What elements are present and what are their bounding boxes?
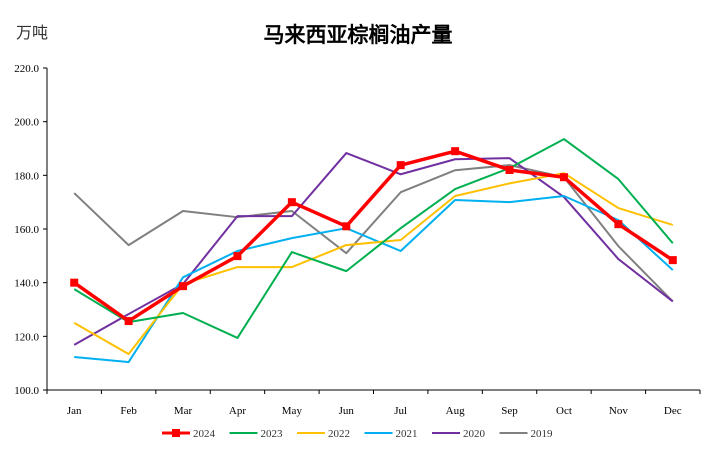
data-point-2024-Sep (505, 165, 514, 174)
data-point-2024-Dec (668, 256, 677, 265)
x-tick-label: Oct (556, 405, 572, 417)
series-line-2019 (73, 164, 674, 303)
x-tick-label: Nov (609, 405, 628, 417)
series-2024 (70, 147, 677, 326)
series-2020 (73, 152, 674, 346)
legend-label: 2021 (396, 428, 418, 440)
legend-label: 2019 (531, 428, 554, 440)
legend: 2024 2023 2022 2021 2020 2019 (162, 428, 553, 440)
data-point-2024-Jul (396, 161, 405, 170)
series-line-2020 (73, 152, 674, 346)
data-point-2024-Aug (451, 147, 460, 156)
legend-item-2022: 2022 (297, 428, 350, 440)
x-tick-label: Apr (229, 405, 246, 417)
x-tick-label: May (282, 405, 303, 417)
legend-item-2021: 2021 (364, 428, 418, 440)
legend-label: 2024 (193, 428, 216, 440)
legend-label: 2020 (463, 428, 486, 440)
x-tick-label: Mar (174, 405, 193, 417)
y-tick-label: 220.0 (14, 63, 39, 75)
series-line-2022 (73, 172, 674, 356)
legend-item-2020: 2020 (432, 428, 486, 440)
series-2023 (73, 138, 674, 339)
data-point-2024-Apr (233, 252, 242, 261)
y-tick-label: 160.0 (14, 224, 39, 236)
data-point-2024-Oct (559, 173, 568, 182)
series-group (70, 138, 677, 364)
data-point-2024-Nov (614, 220, 623, 229)
chart-title: 马来西亚棕榈油产量 (264, 22, 453, 47)
y-tick-label: 100.0 (14, 385, 39, 397)
y-axis-unit: 万吨 (16, 23, 48, 42)
legend-item-2019: 2019 (499, 428, 554, 440)
y-tick-label: 180.0 (14, 170, 39, 182)
series-line-2021 (74, 194, 674, 364)
series-2021 (74, 194, 674, 364)
y-tick-label: 120.0 (14, 331, 39, 343)
x-tick-label: Jun (339, 405, 355, 417)
legend-label: 2022 (328, 428, 350, 440)
data-point-2024-Feb (124, 317, 133, 326)
legend-item-2023: 2023 (229, 428, 284, 440)
y-tick-label: 200.0 (14, 117, 39, 129)
y-tick-label: 140.0 (14, 278, 39, 290)
x-tick-label: Feb (120, 405, 137, 417)
x-tick-label: Sep (501, 405, 518, 417)
series-line-2024 (73, 149, 674, 323)
legend-item-2024: 2024 (162, 428, 216, 440)
x-tick-label: Jan (67, 405, 82, 417)
series-line-2023 (73, 138, 674, 339)
x-tick-label: Dec (664, 405, 682, 417)
legend-marker (172, 429, 180, 437)
data-point-2024-Jan (70, 278, 79, 287)
legend-label: 2023 (261, 428, 284, 440)
x-tick-label: Aug (446, 405, 465, 417)
x-tick-label: Jul (394, 405, 407, 417)
data-point-2024-Mar (179, 282, 188, 291)
data-point-2024-Jun (342, 222, 351, 231)
data-point-2024-May (287, 198, 296, 207)
axes: 100.0 120.0 140.0 160.0 180.0 200.0 220.0 Jan Fe… (14, 63, 701, 417)
